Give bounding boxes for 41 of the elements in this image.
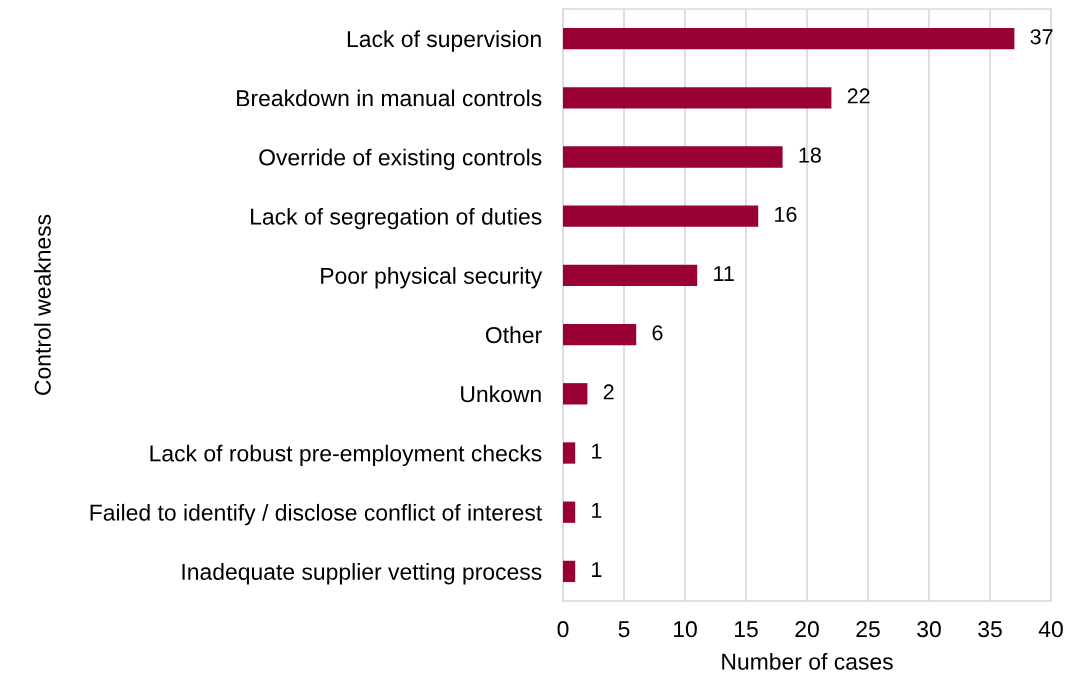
y-tick-label: Inadequate supplier vetting process [182, 563, 542, 585]
data-label: 1 [592, 502, 602, 518]
bar [563, 442, 576, 464]
data-label: 22 [847, 88, 870, 104]
data-label: 16 [775, 206, 797, 222]
y-tick-label: Other [485, 326, 542, 344]
y-tick-label: Breakdown in manual controls [237, 89, 542, 107]
y-tick-label: Override of existing controls [259, 148, 542, 171]
x-tick-label: 40 [1038, 621, 1063, 638]
y-axis-title: Control weakness [34, 214, 51, 395]
data-label: 6 [652, 325, 663, 341]
bar [563, 560, 576, 583]
y-tick-label: Poor physical security [321, 267, 543, 289]
bar [563, 323, 637, 346]
x-tick-label: 25 [856, 621, 880, 638]
bar [563, 146, 783, 168]
bar [563, 87, 832, 109]
data-label: 37 [1030, 29, 1053, 45]
y-tick-label: Lack of supervision [347, 30, 541, 52]
y-tick-label: Unkown [461, 385, 541, 403]
x-tick-label: 30 [917, 621, 941, 638]
data-label: 18 [799, 147, 821, 163]
y-tick-label: Lack of robust pre-employment checks [150, 444, 542, 467]
data-label: 11 [714, 266, 734, 281]
x-tick-label: 5 [618, 621, 630, 638]
bar [563, 27, 1015, 50]
data-label: 1 [592, 562, 602, 577]
bar [563, 383, 588, 405]
bar [563, 264, 698, 287]
x-tick-label: 35 [978, 621, 1002, 638]
y-tick-label: Failed to identify / disclose conflict of interest [90, 503, 543, 526]
x-tick-label: 20 [795, 621, 819, 638]
x-tick-label: 15 [735, 621, 758, 638]
x-tick-label: 10 [674, 621, 697, 638]
bar [563, 501, 576, 523]
y-tick-label: Lack of segregation of duties [251, 207, 542, 230]
x-tick-label: 0 [557, 621, 569, 638]
data-label: 1 [592, 443, 602, 459]
x-axis-title: Number of cases [722, 652, 893, 670]
data-label: 2 [603, 384, 614, 400]
bar [563, 205, 759, 227]
